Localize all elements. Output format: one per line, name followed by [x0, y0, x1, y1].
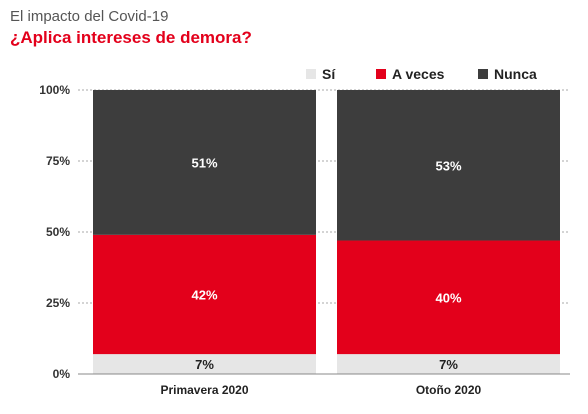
legend-item-nunca: Nunca: [478, 66, 537, 82]
bar-segment-a-veces: [93, 234, 316, 355]
chart-title: El impacto del Covid-19: [10, 8, 169, 25]
bar-segment-si: [93, 354, 316, 374]
legend-swatch-nunca: [478, 69, 488, 79]
legend-swatch-si: [306, 69, 316, 79]
legend-label-si: Sí: [322, 66, 336, 82]
legend-label-nunca: Nunca: [494, 66, 537, 82]
y-tick-label: 0%: [53, 367, 71, 381]
legend-item-si: Sí: [306, 66, 335, 82]
bar-segment-nunca: [337, 90, 560, 241]
bar-segment-a-veces: [337, 240, 560, 355]
data-label-si: 7%: [439, 357, 458, 372]
y-tick-label: 25%: [46, 296, 70, 310]
x-category-label: Otoño 2020: [416, 383, 482, 397]
bar-segment-si: [337, 354, 560, 374]
data-label-a-veces: 40%: [435, 290, 461, 305]
legend: Sí A veces Nunca: [0, 66, 588, 88]
y-tick-label: 75%: [46, 154, 70, 168]
y-tick-label: 50%: [46, 225, 70, 239]
legend-label-a-veces: A veces: [392, 66, 445, 82]
legend-item-a-veces: A veces: [376, 66, 444, 82]
x-category-label: Primavera 2020: [160, 383, 248, 397]
chart-subtitle: ¿Aplica intereses de demora?: [10, 28, 252, 47]
data-label-nunca: 51%: [191, 155, 217, 170]
legend-swatch-a-veces: [376, 69, 386, 79]
data-label-nunca: 53%: [435, 158, 461, 173]
y-tick-label: 100%: [39, 83, 70, 97]
bar-segment-nunca: [93, 90, 316, 235]
data-label-si: 7%: [195, 357, 214, 372]
data-label-a-veces: 42%: [191, 287, 217, 302]
